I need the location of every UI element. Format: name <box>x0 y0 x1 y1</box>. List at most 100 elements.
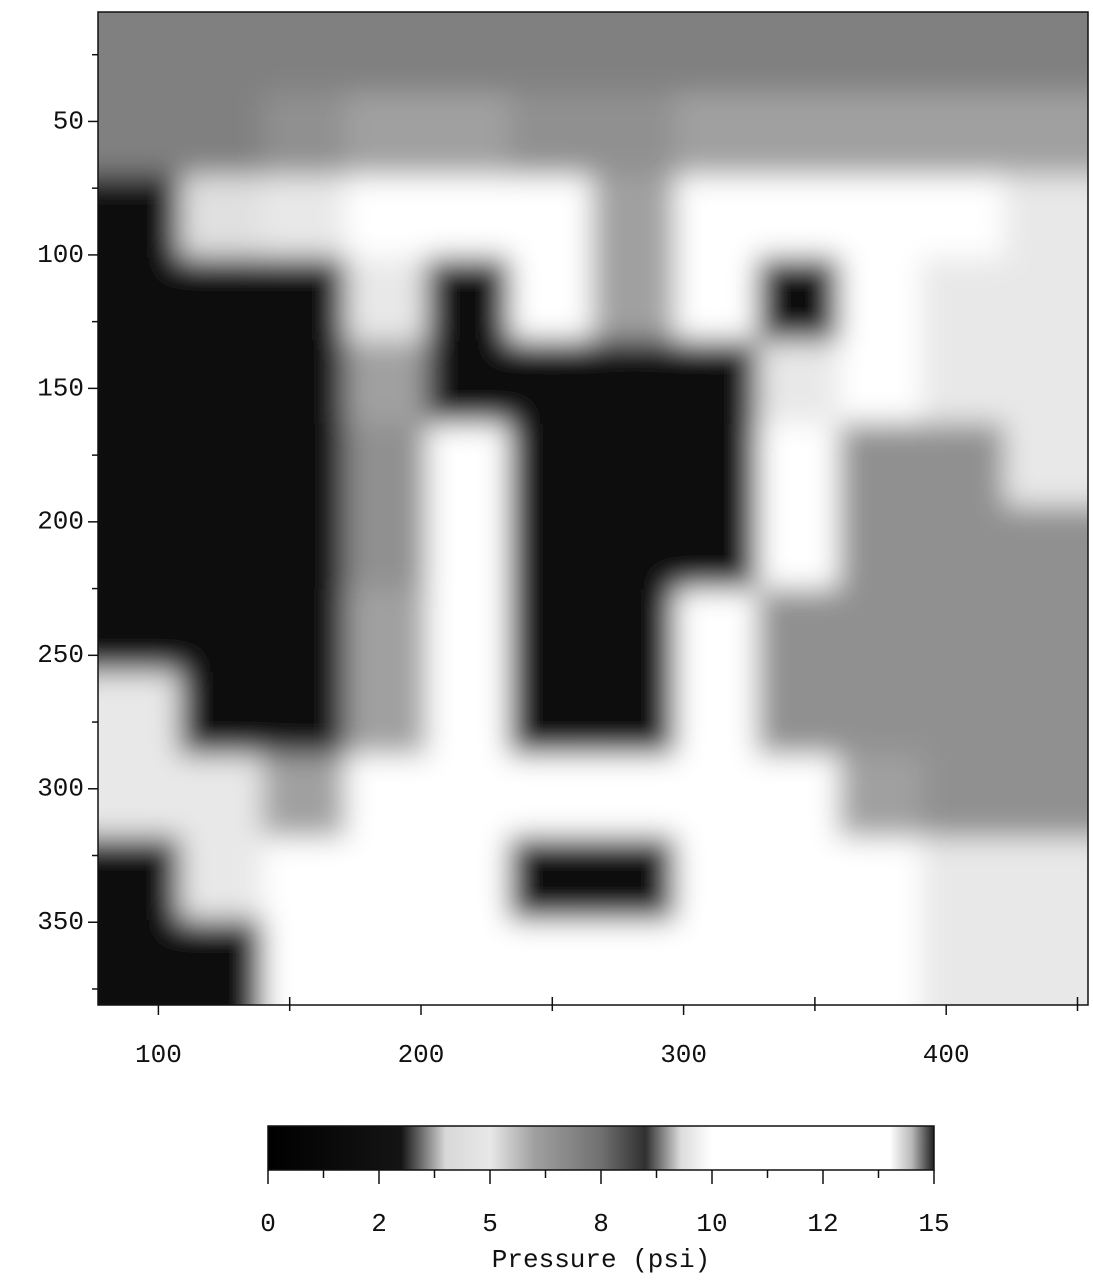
x-tick-label: 400 <box>923 1040 970 1070</box>
heatmap-cell <box>757 92 841 178</box>
heatmap-cell <box>262 92 348 178</box>
heatmap-cell <box>426 588 512 674</box>
heatmap-cell <box>838 837 924 922</box>
heatmap-cell <box>1004 837 1088 922</box>
heatmap-cell <box>757 175 841 260</box>
heatmap-cell <box>509 175 594 260</box>
heatmap-cell <box>345 754 429 840</box>
heatmap-cell <box>1004 588 1088 674</box>
heatmap-cell <box>345 506 429 591</box>
x-tick-label: 100 <box>135 1040 182 1070</box>
heatmap-cell <box>1004 423 1088 509</box>
heatmap-cell <box>509 919 594 1005</box>
colorbar <box>267 1125 935 1171</box>
heatmap-cell <box>98 175 182 260</box>
heatmap-cell <box>262 506 348 591</box>
heatmap-cell <box>838 12 924 95</box>
heatmap-cell <box>838 671 924 757</box>
heatmap-cell <box>592 175 677 260</box>
colorbar-tick-label: 10 <box>696 1209 727 1239</box>
heatmap-cell <box>592 92 677 178</box>
heatmap-cell <box>1004 12 1088 95</box>
y-tick-label: 50 <box>53 106 84 136</box>
heatmap-cell <box>98 423 182 509</box>
heatmap-cell <box>921 506 1007 591</box>
heatmap-cell <box>921 837 1007 922</box>
heatmap-cell <box>592 423 677 509</box>
x-tick-label: 300 <box>660 1040 707 1070</box>
y-tick-label: 150 <box>37 373 84 403</box>
heatmap-cell <box>179 588 265 674</box>
heatmap-cell <box>262 175 348 260</box>
heatmap-cell <box>921 588 1007 674</box>
colorbar-tick-label: 2 <box>371 1209 387 1239</box>
heatmap-cell <box>426 671 512 757</box>
heatmap-cell <box>98 588 182 674</box>
heatmap-cell <box>921 12 1007 95</box>
heatmap-cell <box>838 257 924 343</box>
heatmap-cell <box>838 340 924 426</box>
heatmap-cell <box>426 257 512 343</box>
heatmap <box>98 12 1088 1005</box>
heatmap-cell <box>757 837 841 922</box>
heatmap-cell <box>98 340 182 426</box>
heatmap-cell <box>674 919 760 1005</box>
heatmap-cell <box>98 919 182 1005</box>
heatmap-cell <box>345 340 429 426</box>
heatmap-cell <box>509 340 594 426</box>
heatmap-cell <box>757 919 841 1005</box>
heatmap-cell <box>674 671 760 757</box>
colorbar-tick-label: 5 <box>482 1209 498 1239</box>
heatmap-cell <box>179 12 265 95</box>
heatmap-cell <box>921 423 1007 509</box>
heatmap-cell <box>592 12 677 95</box>
heatmap-cell <box>509 837 594 922</box>
heatmap-cell <box>592 837 677 922</box>
heatmap-cell <box>921 754 1007 840</box>
y-tick-label: 250 <box>37 640 84 670</box>
heatmap-cell <box>1004 506 1088 591</box>
heatmap-cell <box>838 423 924 509</box>
heatmap-cell <box>674 754 760 840</box>
heatmap-cell <box>1004 340 1088 426</box>
heatmap-cell <box>179 506 265 591</box>
y-tick-label: 300 <box>37 774 84 804</box>
heatmap-cell <box>1004 754 1088 840</box>
y-tick-label: 200 <box>37 507 84 537</box>
heatmap-cell <box>838 92 924 178</box>
heatmap-cell <box>592 506 677 591</box>
heatmap-cell <box>345 919 429 1005</box>
heatmap-cell <box>509 588 594 674</box>
heatmap-cell <box>1004 92 1088 178</box>
heatmap-cell <box>757 506 841 591</box>
heatmap-cell <box>592 919 677 1005</box>
heatmap-cell <box>509 12 594 95</box>
heatmap-cell <box>179 423 265 509</box>
heatmap-cell <box>838 919 924 1005</box>
heatmap-cell <box>921 175 1007 260</box>
heatmap-cell <box>345 837 429 922</box>
colorbar-tick-label: 0 <box>260 1209 276 1239</box>
heatmap-cell <box>674 175 760 260</box>
heatmap-cell <box>592 671 677 757</box>
heatmap-cell <box>509 754 594 840</box>
heatmap-cell <box>592 340 677 426</box>
heatmap-cell <box>426 506 512 591</box>
y-tick-label: 100 <box>37 240 84 270</box>
heatmap-cell <box>179 92 265 178</box>
heatmap-cell <box>345 671 429 757</box>
heatmap-cell <box>674 257 760 343</box>
heatmap-cell <box>838 754 924 840</box>
heatmap-cell <box>345 92 429 178</box>
heatmap-cell <box>757 257 841 343</box>
heatmap-cell <box>921 257 1007 343</box>
heatmap-cell <box>345 12 429 95</box>
heatmap-cell <box>426 754 512 840</box>
heatmap-cell <box>838 588 924 674</box>
heatmap-cell <box>426 837 512 922</box>
heatmap-cell <box>98 257 182 343</box>
heatmap-cell <box>674 506 760 591</box>
heatmap-cell <box>509 671 594 757</box>
heatmap-cell <box>509 257 594 343</box>
